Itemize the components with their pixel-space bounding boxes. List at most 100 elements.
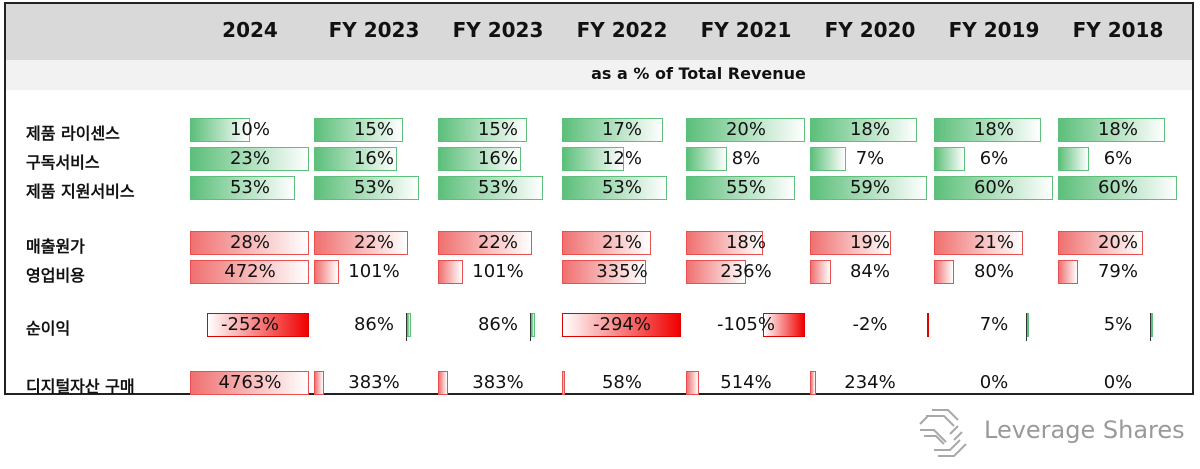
column-header: FY 2019 xyxy=(948,18,1040,42)
table-cell: 4763% xyxy=(190,371,310,395)
column-header: 2024 xyxy=(222,18,278,42)
data-label: 8% xyxy=(731,148,761,169)
row-label: 구독서비스 xyxy=(26,153,100,172)
data-label: 86% xyxy=(353,314,394,335)
data-bar xyxy=(810,371,816,395)
data-bar xyxy=(438,176,544,200)
data-label: 236% xyxy=(720,261,772,282)
data-bar xyxy=(810,231,891,255)
table-cell: 7% xyxy=(934,313,1054,341)
data-bar xyxy=(686,231,763,255)
data-bar xyxy=(686,260,746,284)
data-bar xyxy=(934,147,966,171)
leverage-shares-logo: Leverage Shares xyxy=(914,404,1185,460)
data-bar xyxy=(562,118,664,142)
data-bar xyxy=(438,371,448,395)
data-label: 86% xyxy=(477,314,518,335)
data-label: -2% xyxy=(852,314,888,335)
data-bar xyxy=(1151,313,1153,337)
data-label: 84% xyxy=(849,261,890,282)
table-cell: 15% xyxy=(314,118,434,142)
table-cell: -294% xyxy=(562,313,682,337)
table-cell: 86% xyxy=(438,313,558,341)
data-bar xyxy=(810,176,928,200)
data-bar xyxy=(934,260,955,284)
table-cell: -252% xyxy=(190,313,310,337)
row-label: 제품 지원서비스 xyxy=(26,182,135,201)
table-cell: 80% xyxy=(934,260,1054,284)
data-bar xyxy=(810,118,918,142)
leverage-shares-icon xyxy=(919,409,967,457)
row-label: 디지털자산 구매 xyxy=(26,377,135,396)
row-label: 영업비용 xyxy=(26,266,85,285)
data-label: 18% xyxy=(849,119,890,140)
data-label: 23% xyxy=(229,148,270,169)
data-label: 101% xyxy=(348,261,400,282)
table-cell: 101% xyxy=(438,260,558,284)
zero-axis xyxy=(1026,313,1027,341)
row-label: 순이익 xyxy=(26,319,71,338)
data-label: -105% xyxy=(717,314,775,335)
table-cell: 21% xyxy=(562,231,682,255)
table-cell: 86% xyxy=(314,313,434,341)
table-cell: 6% xyxy=(934,147,1054,171)
table-cell: 21% xyxy=(934,231,1054,255)
zero-axis xyxy=(406,313,407,341)
table-cell: 60% xyxy=(1058,176,1178,200)
data-label: 53% xyxy=(601,177,642,198)
data-bar xyxy=(314,118,404,142)
table-cell: -2% xyxy=(810,313,930,337)
table-cell: 53% xyxy=(562,176,682,200)
table-cell: 60% xyxy=(934,176,1054,200)
table-cell: 472% xyxy=(190,260,310,284)
data-bar xyxy=(1058,118,1166,142)
data-label: 59% xyxy=(849,177,890,198)
data-label: 514% xyxy=(720,372,772,393)
data-bar xyxy=(190,371,309,395)
table-cell: 53% xyxy=(314,176,434,200)
table-cell: 17% xyxy=(562,118,682,142)
data-label: 55% xyxy=(725,177,766,198)
data-label: 53% xyxy=(229,177,270,198)
data-bar xyxy=(927,313,929,337)
data-label: 6% xyxy=(1103,148,1133,169)
data-label: 28% xyxy=(229,232,270,253)
data-label: -252% xyxy=(221,314,279,335)
table-cell: 23% xyxy=(190,147,310,171)
data-bar xyxy=(934,176,1053,200)
data-bar xyxy=(438,231,532,255)
data-bar xyxy=(190,231,309,255)
table-cell: 7% xyxy=(810,147,930,171)
data-bar xyxy=(407,313,412,337)
data-label: 19% xyxy=(849,232,890,253)
data-label: 101% xyxy=(472,261,524,282)
column-header: FY 2020 xyxy=(824,18,916,42)
table-cell: 15% xyxy=(438,118,558,142)
data-bar xyxy=(1058,176,1177,200)
data-label: 383% xyxy=(472,372,524,393)
data-label: 21% xyxy=(973,232,1014,253)
data-bar xyxy=(562,176,668,200)
data-label: 58% xyxy=(601,372,642,393)
data-bar xyxy=(1058,260,1078,284)
data-bar xyxy=(934,231,1024,255)
table-cell: 18% xyxy=(934,118,1054,142)
data-bar xyxy=(562,147,625,171)
data-bar xyxy=(562,231,652,255)
table-cell: 22% xyxy=(314,231,434,255)
row-label: 제품 라이센스 xyxy=(26,124,120,143)
data-bar xyxy=(686,371,699,395)
data-bar xyxy=(1058,147,1090,171)
data-label: 22% xyxy=(477,232,518,253)
data-bar xyxy=(562,313,681,337)
column-header: FY 2023 xyxy=(328,18,420,42)
table-cell: 18% xyxy=(686,231,806,255)
table-cell: 79% xyxy=(1058,260,1178,284)
table-cell: 10% xyxy=(190,118,310,142)
data-label: 16% xyxy=(353,148,394,169)
data-bar xyxy=(1027,313,1029,337)
table-cell: 18% xyxy=(810,118,930,142)
table-cell: 59% xyxy=(810,176,930,200)
subheader-band xyxy=(6,60,1192,90)
data-bar xyxy=(190,147,309,171)
